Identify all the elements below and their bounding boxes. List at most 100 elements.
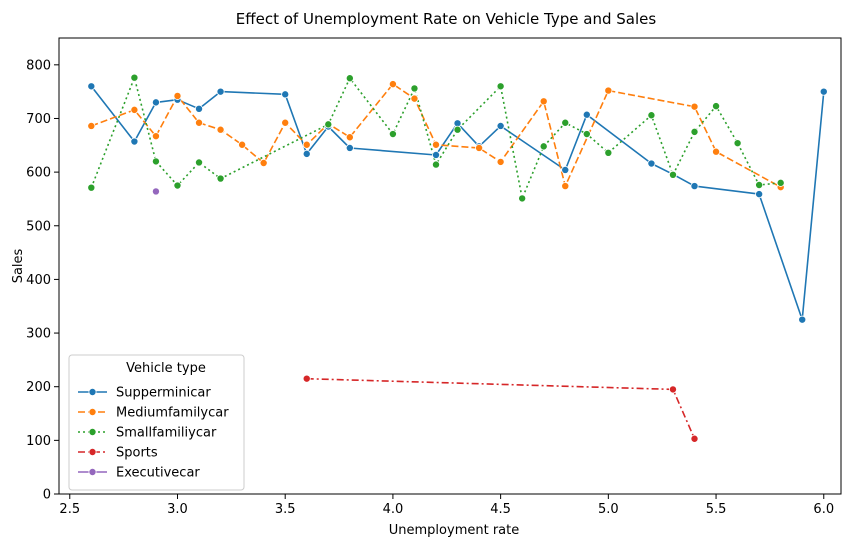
legend: Vehicle type Supperminicar Mediumfamilyca… xyxy=(68,354,245,491)
data-point-smallfamiliycar xyxy=(755,180,764,189)
y-tick-label: 200 xyxy=(26,380,51,395)
data-point-mediumfamilycar xyxy=(173,91,182,100)
data-point-smallfamiliycar xyxy=(431,160,440,169)
data-point-supperminicar xyxy=(755,190,764,199)
data-point-mediumfamilycar xyxy=(302,140,311,149)
plot-points xyxy=(87,73,828,443)
x-axis-label: Unemployment rate xyxy=(389,523,519,538)
data-point-smallfamiliycar xyxy=(130,73,139,82)
data-point-mediumfamilycar xyxy=(259,158,268,167)
x-axis: 2.5 3.0 3.5 4.0 4.5 5.0 5.5 6.0 xyxy=(59,494,834,517)
data-point-smallfamiliycar xyxy=(151,157,160,166)
y-axis-label: Sales xyxy=(11,248,26,283)
data-point-smallfamiliycar xyxy=(518,194,527,203)
legend-label-sports: Sports xyxy=(116,446,158,461)
data-point-smallfamiliycar xyxy=(410,84,419,93)
x-tick-label: 4.5 xyxy=(490,502,511,517)
data-point-supperminicar xyxy=(345,143,354,152)
data-point-supperminicar xyxy=(690,182,699,191)
legend-label-executivecar: Executivecar xyxy=(116,466,200,481)
data-point-sports xyxy=(302,374,311,383)
data-point-supperminicar xyxy=(302,149,311,158)
data-point-supperminicar xyxy=(819,87,828,96)
data-point-mediumfamilycar xyxy=(87,121,96,130)
data-point-mediumfamilycar xyxy=(431,140,440,149)
x-tick-label: 3.5 xyxy=(275,502,296,517)
legend-entry-supperminicar: Supperminicar xyxy=(78,386,211,401)
data-point-executivecar xyxy=(151,187,160,196)
legend-entry-mediumfamilycar: Mediumfamilycar xyxy=(78,406,229,421)
data-point-smallfamiliycar xyxy=(324,120,333,129)
plot-frame xyxy=(58,37,842,495)
data-point-sports xyxy=(690,434,699,443)
data-point-smallfamiliycar xyxy=(582,130,591,139)
legend-marker-executivecar xyxy=(88,467,97,476)
legend-marker-supperminicar xyxy=(88,387,97,396)
data-point-mediumfamilycar xyxy=(281,118,290,127)
data-point-supperminicar xyxy=(216,87,225,96)
data-point-smallfamiliycar xyxy=(604,148,613,157)
data-point-supperminicar xyxy=(281,90,290,99)
data-point-smallfamiliycar xyxy=(388,130,397,139)
x-tick-label: 4.0 xyxy=(383,502,404,517)
legend-marker-sports xyxy=(88,447,97,456)
data-point-supperminicar xyxy=(431,150,440,159)
data-point-smallfamiliycar xyxy=(690,127,699,136)
data-point-supperminicar xyxy=(647,159,656,168)
legend-box xyxy=(68,354,245,491)
legend-marker-smallfamiliycar xyxy=(88,427,97,436)
legend-entries: Supperminicar Mediumfamilycar Smallfamiliy… xyxy=(78,386,229,481)
x-tick-label: 3.0 xyxy=(167,502,188,517)
series-line-sports xyxy=(306,377,696,440)
legend-entry-sports: Sports xyxy=(78,446,158,461)
x-tick-label: 6.0 xyxy=(813,502,834,517)
series-line-supperminicar xyxy=(90,85,825,321)
legend-title: Vehicle type xyxy=(126,361,206,376)
y-tick-label: 500 xyxy=(26,219,51,234)
data-point-smallfamiliycar xyxy=(668,170,677,179)
data-point-mediumfamilycar xyxy=(130,105,139,114)
data-point-supperminicar xyxy=(195,104,204,113)
data-point-supperminicar xyxy=(798,315,807,324)
data-point-mediumfamilycar xyxy=(410,94,419,103)
legend-label-mediumfamilycar: Mediumfamilycar xyxy=(116,406,229,421)
chart-title: Effect of Unemployment Rate on Vehicle T… xyxy=(236,10,657,28)
legend-entry-smallfamiliycar: Smallfamiliycar xyxy=(78,426,217,441)
data-point-sports xyxy=(668,385,677,394)
x-tick-label: 2.5 xyxy=(59,502,80,517)
x-tick-label: 5.5 xyxy=(706,502,727,517)
y-tick-label: 800 xyxy=(26,58,51,73)
data-point-smallfamiliycar xyxy=(561,118,570,127)
data-point-mediumfamilycar xyxy=(496,157,505,166)
y-axis: 0 100 200 300 400 500 600 700 800 xyxy=(26,58,59,503)
data-point-supperminicar xyxy=(130,137,139,146)
data-point-mediumfamilycar xyxy=(712,147,721,156)
y-tick-label: 700 xyxy=(26,112,51,127)
y-tick-label: 300 xyxy=(26,327,51,342)
legend-label-supperminicar: Supperminicar xyxy=(116,386,211,401)
data-point-mediumfamilycar xyxy=(561,182,570,191)
data-point-smallfamiliycar xyxy=(453,125,462,134)
x-tick-label: 5.0 xyxy=(598,502,619,517)
data-point-smallfamiliycar xyxy=(712,102,721,111)
data-point-smallfamiliycar xyxy=(195,158,204,167)
data-point-smallfamiliycar xyxy=(216,174,225,183)
data-point-smallfamiliycar xyxy=(173,181,182,190)
data-point-supperminicar xyxy=(151,98,160,107)
data-point-smallfamiliycar xyxy=(87,183,96,192)
data-point-mediumfamilycar xyxy=(238,140,247,149)
data-point-mediumfamilycar xyxy=(216,125,225,134)
data-point-smallfamiliycar xyxy=(496,82,505,91)
y-tick-label: 100 xyxy=(26,434,51,449)
data-point-mediumfamilycar xyxy=(195,118,204,127)
data-point-mediumfamilycar xyxy=(388,80,397,89)
data-point-mediumfamilycar xyxy=(151,132,160,141)
series-line-smallfamiliycar xyxy=(90,76,781,200)
y-tick-label: 0 xyxy=(43,488,51,503)
data-point-mediumfamilycar xyxy=(539,97,548,106)
data-point-supperminicar xyxy=(582,110,591,119)
data-point-smallfamiliycar xyxy=(776,178,785,187)
data-point-mediumfamilycar xyxy=(604,86,613,95)
data-point-mediumfamilycar xyxy=(345,133,354,142)
